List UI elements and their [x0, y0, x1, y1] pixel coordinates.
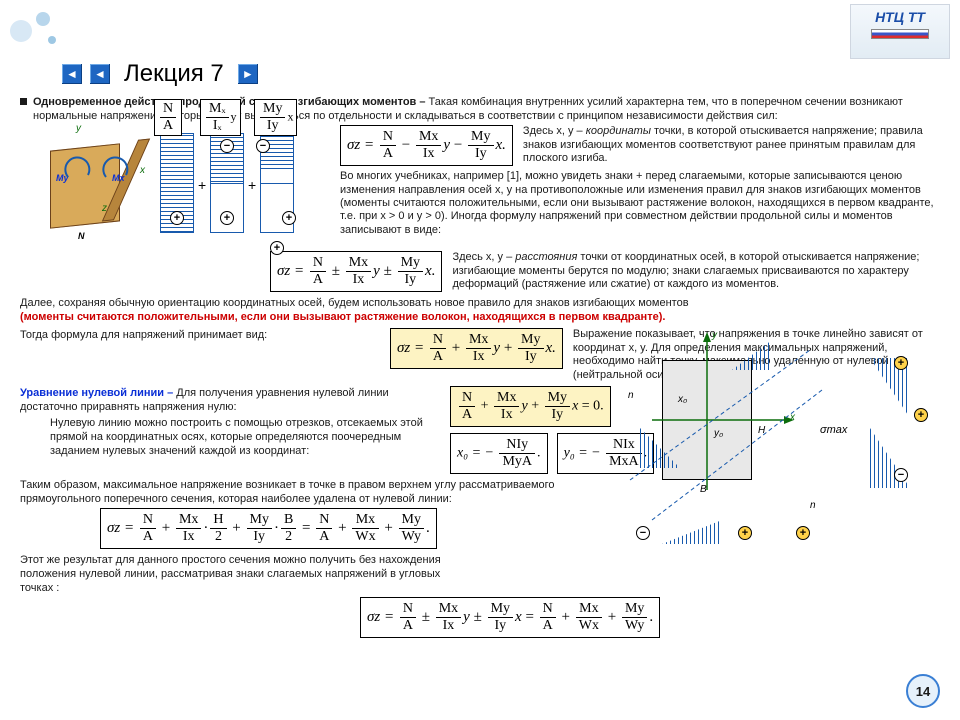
axis-x-label: x: [140, 165, 145, 176]
dist-note-a: Здесь x, y –: [452, 251, 515, 263]
sigma-max-label: σmax: [820, 424, 847, 436]
sect-x-label: x: [790, 412, 795, 423]
stress-block-my: − + +: [260, 133, 294, 233]
max-stress-note: Таким образом, максимальное напряжение в…: [20, 478, 580, 506]
title-bar: ◄ ◄ Лекция 7 ►: [62, 60, 258, 88]
mini-formula-my: MyIyx: [254, 99, 297, 136]
formula-sigma-max: σz = NA + MxIx·H2 + MyIy·B2 = NA + MxWx …: [100, 508, 437, 549]
corner-sign-3: −: [894, 468, 908, 482]
stress-block-n: +: [160, 133, 194, 233]
nav-prev-icon[interactable]: ◄: [90, 64, 110, 84]
sect-b-label: B: [700, 484, 707, 495]
logo-text: НТЦ ТТ: [851, 9, 949, 25]
force-n-label: N: [78, 231, 85, 241]
sect-y0-label: y₀: [714, 428, 723, 439]
corner-ornament: [10, 8, 70, 48]
sect-n1-label: n: [628, 390, 634, 401]
nav-first-icon[interactable]: ◄: [62, 64, 82, 84]
cross-section-diagram: y x n n x₀ y₀ H B σmax + + − − + +: [622, 330, 922, 560]
moment-arrows-icon: [58, 147, 138, 207]
corner-sign-4: −: [636, 526, 650, 540]
nav-next-icon[interactable]: ►: [238, 64, 258, 84]
coord-note-a: Здесь x, y –: [523, 125, 586, 137]
page-number-badge: 14: [906, 674, 940, 708]
org-logo: НТЦ ТТ: [850, 4, 950, 59]
beam-diagram: y x z My Mx N + + − +: [50, 129, 330, 249]
page-number: 14: [916, 684, 930, 699]
mini-formula-n: NA: [154, 99, 182, 136]
axis-y-label: y: [76, 123, 81, 134]
textbook-note: Во многих учебниках, например [1], можно…: [340, 170, 940, 237]
formula-sigma-plus: σz = NA + MxIxy + MyIyx.: [390, 328, 563, 369]
null-line-heading: Уравнение нулевой линии –: [20, 387, 176, 399]
same-result-note: Этот же результат для данного простого с…: [20, 553, 450, 595]
dist-note-it: расстояния: [515, 251, 577, 263]
then-note: Тогда формула для напряжений принимает в…: [20, 328, 380, 342]
formula-sigma-corners: σz = NA ± MxIxy ± MyIyx = NA + MxWx + My…: [360, 597, 660, 638]
formula-null-line: NA + MxIxy + MyIyx = 0.: [450, 386, 611, 427]
coord-note-it: координаты: [586, 125, 651, 137]
formula-sigma-pm: σz = NA ± MxIxy ± MyIyx.: [270, 251, 442, 292]
sign-rule-note: (моменты считаются положительными, если …: [20, 310, 940, 324]
sect-x0-label: x₀: [678, 394, 687, 405]
formula-sigma-main: σz = NA − MxIxy − MyIyx.: [340, 125, 513, 166]
corner-sign-6: +: [796, 526, 810, 540]
page-title: Лекция 7: [124, 60, 224, 88]
sect-n2-label: n: [810, 500, 816, 511]
formula-x0: x₀ = − NIyMyA.: [450, 433, 548, 474]
plus-sep-2: +: [248, 177, 256, 193]
sect-h-label: H: [758, 425, 765, 436]
sect-y-label: y: [712, 330, 717, 341]
plus-sep-1: +: [198, 177, 206, 193]
mini-formula-mx: MₓIₓy: [200, 99, 241, 136]
corner-sign-5: +: [738, 526, 752, 540]
orientation-note: Далее, сохраняя обычную ориентацию коорд…: [20, 296, 940, 310]
stress-block-mx: − +: [210, 133, 244, 233]
corner-sign-2: +: [914, 408, 928, 422]
build-null-line-note: Нулевую линию можно построить с помощью …: [50, 416, 440, 458]
corner-sign-1: +: [894, 356, 908, 370]
bullet-icon: [20, 98, 27, 105]
